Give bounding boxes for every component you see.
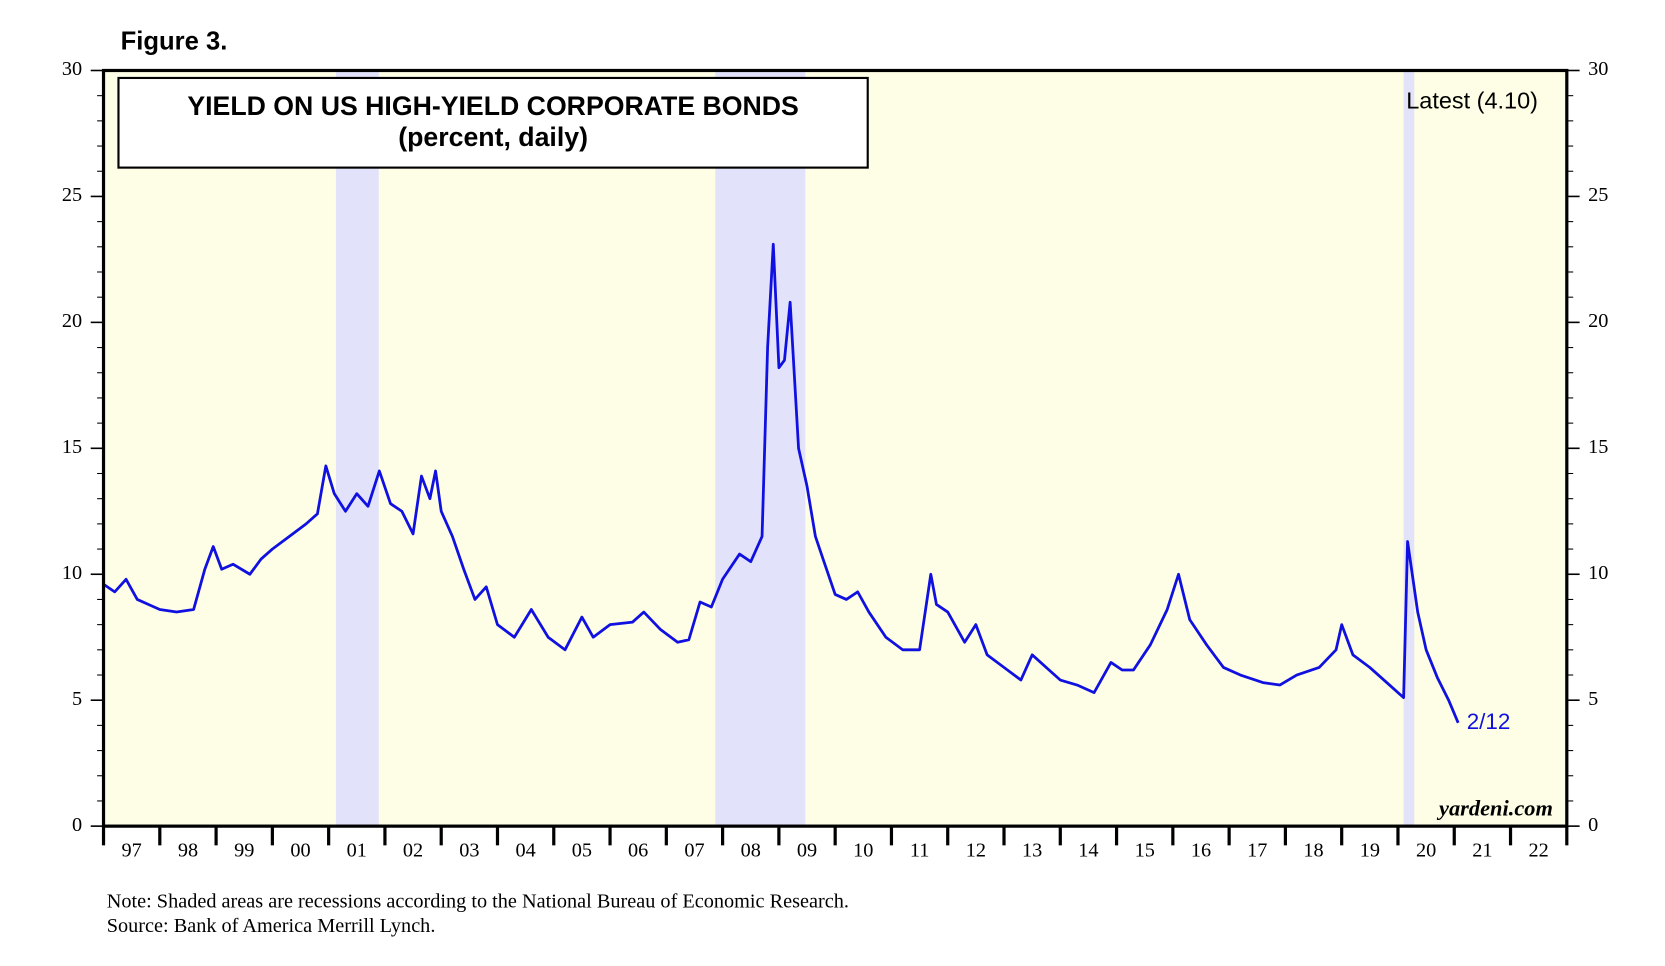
- figure-label: Figure 3.: [121, 28, 228, 56]
- x-tick-label: 97: [122, 839, 142, 861]
- y-tick-label: 20: [62, 310, 82, 332]
- latest-annotation: Latest (4.10): [1406, 88, 1538, 114]
- plot-background: [103, 70, 1567, 827]
- x-tick-label: 15: [1135, 839, 1155, 861]
- y2-tick-label: 10: [1588, 562, 1608, 584]
- plot-background-group: [103, 70, 1567, 827]
- x-tick-label: 00: [290, 839, 310, 861]
- y-tick-label: 25: [62, 184, 82, 206]
- chart-subtitle: (percent, daily): [398, 122, 588, 152]
- x-tick-label: 22: [1529, 839, 1549, 861]
- x-tick-label: 12: [966, 839, 986, 861]
- x-tick-label: 10: [853, 839, 873, 861]
- y-tick-label: 10: [62, 562, 82, 584]
- recession-band: [1403, 70, 1415, 827]
- x-tick-label: 09: [797, 839, 817, 861]
- y-tick-label: 5: [72, 688, 82, 710]
- y2-tick-label: 15: [1588, 436, 1608, 458]
- x-tick-label: 99: [234, 839, 254, 861]
- last-date-label: 2/12: [1467, 709, 1511, 734]
- note: Note: Shaded areas are recessions accord…: [107, 891, 849, 913]
- x-tick-label: 20: [1416, 839, 1436, 861]
- x-tick-label: 02: [403, 839, 423, 861]
- x-tick-label: 03: [459, 839, 479, 861]
- recession-band: [335, 70, 379, 827]
- x-tick-label: 11: [910, 839, 930, 861]
- x-tick-label: 01: [347, 839, 367, 861]
- x-tick-label: 13: [1022, 839, 1042, 861]
- x-tick-label: 21: [1472, 839, 1492, 861]
- x-tick-label: 17: [1247, 839, 1267, 861]
- site-annotation: yardeni.com: [1436, 795, 1553, 820]
- x-tick-label: 14: [1078, 839, 1098, 861]
- chart-title: YIELD ON US HIGH-YIELD CORPORATE BONDS: [187, 91, 799, 121]
- y-tick-label: 30: [62, 58, 82, 80]
- marks-group: 2/12: [102, 242, 1511, 734]
- x-tick-label: 06: [628, 839, 648, 861]
- yield-line: [102, 242, 1460, 724]
- y2-tick-label: 0: [1588, 814, 1598, 836]
- x-tick-label: 98: [178, 839, 198, 861]
- x-tick-label: 05: [572, 839, 592, 861]
- x-tick-label: 08: [741, 839, 761, 861]
- recession-band: [715, 70, 806, 827]
- title-box: [117, 76, 869, 169]
- x-tick-label: 07: [684, 839, 704, 861]
- y2-tick-label: 30: [1588, 58, 1608, 80]
- y2-tick-label: 20: [1588, 310, 1608, 332]
- y2-tick-label: 25: [1588, 184, 1608, 206]
- x-tick-label: 04: [515, 839, 535, 861]
- y-tick-label: 0: [72, 814, 82, 836]
- x-tick-label: 18: [1303, 839, 1323, 861]
- y2-tick-label: 5: [1588, 688, 1598, 710]
- x-tick-label: 19: [1360, 839, 1380, 861]
- y-tick-label: 15: [62, 436, 82, 458]
- x-tick-label: 16: [1191, 839, 1211, 861]
- source: Source: Bank of America Merrill Lynch.: [107, 915, 436, 937]
